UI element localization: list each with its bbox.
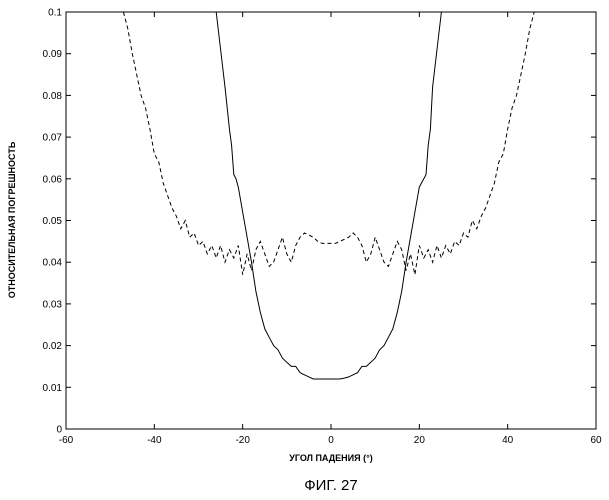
series-group xyxy=(123,12,538,379)
ticks: -60 -40 -20 0 20 40 60 0 0.01 0.02 0.03 0.04 0.05 0.0… xyxy=(43,8,602,447)
x-tick-label: -20 xyxy=(235,435,250,446)
x-tick-label: 20 xyxy=(414,435,426,446)
figure-caption: ФИГ. 27 xyxy=(304,477,358,494)
x-tick-label: -60 xyxy=(59,435,74,446)
y-tick-label: 0.1 xyxy=(48,8,62,19)
y-tick-label: 0 xyxy=(56,425,62,436)
plot-area xyxy=(66,12,596,429)
y-tick-label: 0.07 xyxy=(43,133,63,144)
series-line-solid xyxy=(216,12,446,379)
x-tick-label: -40 xyxy=(147,435,162,446)
x-tick-label: 40 xyxy=(502,435,514,446)
y-tick-label: 0.06 xyxy=(43,174,63,185)
x-tick-label: 60 xyxy=(590,435,602,446)
x-tick-label: 0 xyxy=(328,435,334,446)
y-axis-label: ОТНОСИТЕЛЬНАЯ ПОГРЕШНОСТЬ xyxy=(7,141,17,298)
y-tick-label: 0.05 xyxy=(43,216,63,227)
series-line-dashed xyxy=(123,12,538,275)
y-tick-label: 0.03 xyxy=(43,299,63,310)
y-tick-label: 0.04 xyxy=(43,258,63,269)
y-tick-label: 0.09 xyxy=(43,49,63,60)
y-tick-label: 0.02 xyxy=(43,341,63,352)
y-tick-label: 0.01 xyxy=(43,383,63,394)
x-axis-label: УГОЛ ПАДЕНИЯ (°) xyxy=(289,453,372,463)
y-tick-label: 0.08 xyxy=(43,91,63,102)
